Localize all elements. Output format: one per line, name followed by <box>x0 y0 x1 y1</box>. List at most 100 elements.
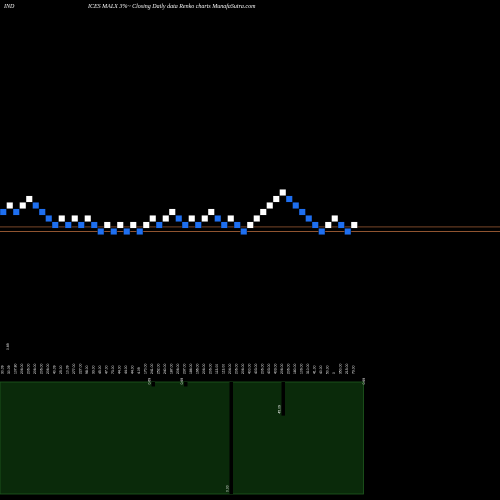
x-tick-label: 196.00 <box>196 364 200 374</box>
renko-brick-down <box>285 195 293 203</box>
renko-brick-up <box>103 221 111 229</box>
volume-bar <box>184 382 188 387</box>
x-tick-label: 113.00 <box>215 364 219 374</box>
x-tick-label: 44.00 <box>131 365 135 374</box>
x-tick-label: 403.00 <box>254 364 258 374</box>
x-tick-label: 400.00 <box>248 364 252 374</box>
x-tick-label: 180.00 <box>293 364 297 374</box>
renko-bricks <box>0 189 358 235</box>
renko-brick-up <box>272 195 280 203</box>
renko-brick-up <box>84 215 92 222</box>
renko-brick-down <box>220 221 228 229</box>
volume-bar <box>366 382 370 387</box>
x-tick-label: 41.00 <box>313 365 317 374</box>
x-tick-label: 187.00 <box>170 364 174 374</box>
x-tick-label: 44.00 <box>124 365 128 374</box>
renko-brick-up <box>129 221 137 229</box>
x-tick-label: 30.09 <box>7 365 11 374</box>
renko-brick-down <box>32 202 40 209</box>
chart-title: ICES MALX 3%~ Closing Daily data Renko c… <box>87 3 256 10</box>
renko-brick-down <box>214 215 222 222</box>
volume-panel-bg <box>0 381 364 495</box>
renko-brick-down <box>181 221 189 229</box>
renko-brick-down <box>123 228 131 235</box>
volume-bar <box>151 382 155 387</box>
x-tick-label: 310.00 <box>306 364 310 374</box>
x-tick-label: 109.00 <box>300 364 304 374</box>
renko-brick-up <box>19 202 27 209</box>
renko-brick-up <box>253 215 261 222</box>
renko-brick-down <box>298 208 306 216</box>
renko-brick-up <box>279 189 287 196</box>
renko-brick-down <box>77 221 85 229</box>
x-tick-label: 237.00 <box>183 364 187 374</box>
x-tick-label: 170.00 <box>144 364 148 374</box>
renko-brick-down <box>110 228 118 235</box>
x-tick-label: 0 <box>332 372 336 374</box>
x-tick-label: 215.00 <box>345 364 349 374</box>
renko-brick-up <box>331 215 339 222</box>
renko-brick-up <box>188 215 196 222</box>
renko-brick-up <box>246 221 254 229</box>
x-tick-label: 50.00 <box>326 365 330 374</box>
x-tick-label: 240.00 <box>163 364 167 374</box>
x-tick-label: 47.00 <box>105 365 109 374</box>
x-tick-label: 403.00 <box>274 364 278 374</box>
x-tick-label: 206.00 <box>209 364 213 374</box>
x-tick-label: 227.00 <box>79 364 83 374</box>
header-left: IND <box>3 4 15 10</box>
renko-brick-up <box>266 202 274 209</box>
x-tick-label: 107.80 <box>14 364 18 374</box>
x-tick-label: 186.00 <box>189 364 193 374</box>
renko-brick-down <box>311 221 319 229</box>
x-tick-label: 113.00 <box>222 364 226 374</box>
x-tick-label: 206.00 <box>27 364 31 374</box>
x-tick-label: 206.00 <box>20 364 24 374</box>
renko-brick-up <box>227 215 235 222</box>
x-axis-labels: 30.09 30.09 107.80 206.00 206.00 206.00 206.00… <box>1 343 356 374</box>
x-tick-label: 403.00 <box>267 364 271 374</box>
renko-brick-up <box>6 202 14 209</box>
renko-brick-down <box>233 221 241 229</box>
volume-bar <box>229 382 233 494</box>
x-tick-label: 206.00 <box>176 364 180 374</box>
x-tick-label: 204.00 <box>228 364 232 374</box>
renko-brick-down <box>45 215 53 222</box>
renko-brick-down <box>175 215 183 222</box>
volume-bar-label: 0.69 <box>180 378 184 385</box>
renko-brick-up <box>142 221 150 229</box>
volume-bar-label: 0.69 <box>148 378 152 385</box>
x-tick-label: 10.09 <box>66 365 70 374</box>
renko-brick-up <box>58 215 66 222</box>
renko-brick-up <box>162 215 170 222</box>
x-tick-label: 98.00 <box>85 365 89 374</box>
renko-brick-down <box>90 221 98 229</box>
x-tick-label: 40.09 <box>53 365 57 374</box>
volume-bar <box>281 382 285 416</box>
renko-brick-up <box>324 221 332 229</box>
x-tick-label: 350.00 <box>339 364 343 374</box>
x-tick-label: 45.00 <box>98 365 102 374</box>
renko-brick-up <box>350 221 358 229</box>
renko-brick-down <box>12 208 20 216</box>
x-tick-label: 206.00 <box>287 364 291 374</box>
x-tick-label: 206.00 <box>46 364 50 374</box>
x-tick-label: 206.00 <box>241 364 245 374</box>
x-tick-label: 206.00 <box>280 364 284 374</box>
x-tick-label: 277.00 <box>72 364 76 374</box>
renko-brick-down <box>305 215 313 222</box>
x-tick-label: 206.00 <box>202 364 206 374</box>
volume-bar-label: 0.00 <box>226 485 230 492</box>
x-tick-label: 44.00 <box>118 365 122 374</box>
renko-brick-up <box>25 195 33 203</box>
renko-brick-down <box>51 221 59 229</box>
renko-brick-down <box>292 202 300 209</box>
x-tick-label: 241.00 <box>150 364 154 374</box>
renko-brick-down <box>344 228 352 235</box>
x-tick-label: 252.00 <box>157 364 161 374</box>
renko-brick-down <box>0 208 7 216</box>
renko-brick-down <box>64 221 72 229</box>
x-tick-label: 33.00 <box>92 365 96 374</box>
renko-brick-up <box>201 215 209 222</box>
renko-brick-up <box>71 215 79 222</box>
